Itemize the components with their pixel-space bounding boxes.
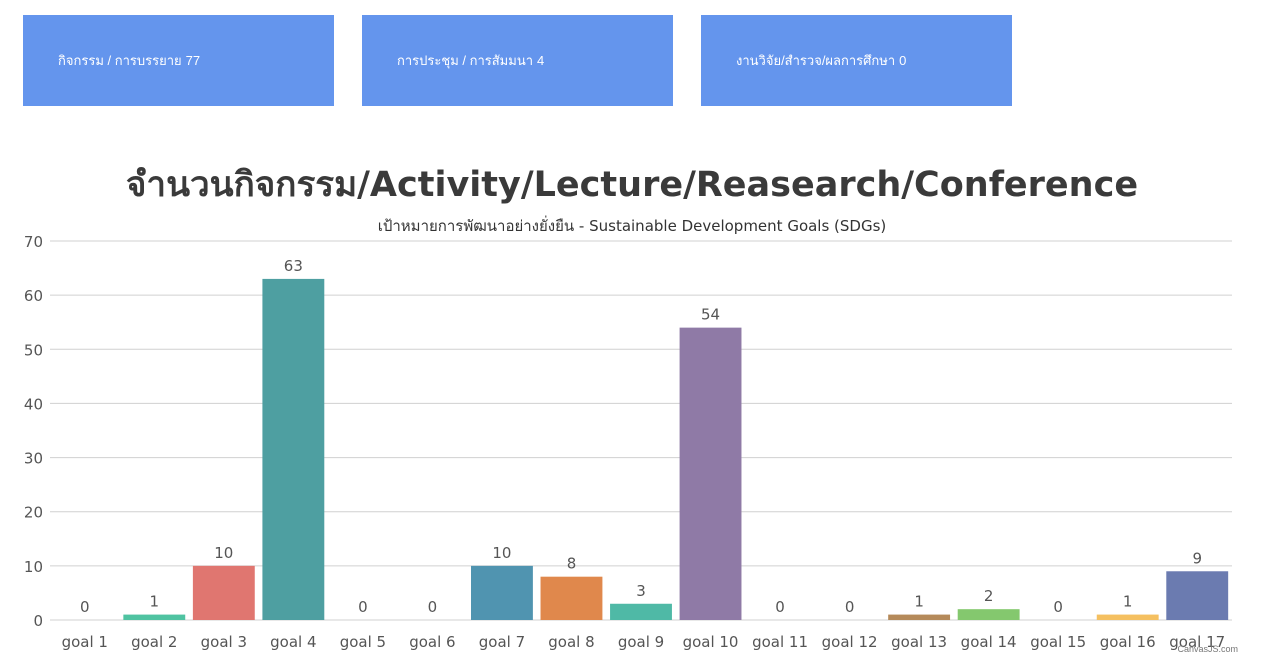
x-tick-label: goal 7 [479,633,525,651]
x-axis-ticks: goal 1 goal 2 goal 3 goal 4 goal 5 goal 6 goal… [62,633,1226,651]
bar-goal-10[interactable] [679,327,742,620]
data-label: 3 [636,582,646,600]
x-tick-label: goal 10 [683,633,739,651]
stat-label-research: งานวิจัย/สำรวจ/ผลการศึกษา [736,53,896,68]
bar-goal-2[interactable] [123,614,186,620]
bar-goal-17[interactable] [1166,571,1229,620]
y-tick-label: 40 [24,395,43,413]
data-label: 1 [914,593,924,611]
stat-card-activity[interactable]: กิจกรรม / การบรรยาย 77 [23,15,334,106]
data-label: 10 [214,544,233,562]
x-tick-label: goal 1 [62,633,108,651]
bar-goal-16[interactable] [1096,614,1159,620]
x-tick-label: goal 13 [891,633,947,651]
data-label: 0 [358,598,368,616]
x-tick-label: goal 6 [409,633,455,651]
stat-count-research: 0 [899,53,907,68]
data-label: 1 [1123,593,1133,611]
stat-label-activity: กิจกรรม / การบรรยาย [58,53,182,68]
stats-row: กิจกรรม / การบรรยาย 77 การประชุม / การสั… [23,15,1012,106]
y-tick-label: 30 [24,450,43,468]
x-tick-label: goal 15 [1030,633,1086,651]
data-label: 2 [984,587,994,605]
watermark: CanvasJS.com [1177,644,1238,654]
chart-subtitle: เป้าหมายการพัฒนาอย่างยั่งยืน - Sustainab… [378,215,887,235]
bar-goal-7[interactable] [471,565,533,620]
stat-card-conference[interactable]: การประชุม / การสัมมนา 4 [362,15,673,106]
data-label: 1 [150,593,160,611]
data-label: 9 [1192,549,1202,567]
stat-label-conference: การประชุม / การสัมมนา [397,53,534,68]
bar-goal-3[interactable] [192,565,255,620]
data-label: 0 [1053,598,1063,616]
y-tick-label: 20 [24,504,43,522]
data-labels: 0 1 10 63 0 0 10 8 3 54 0 0 1 2 0 1 9 [80,257,1202,616]
x-tick-label: goal 12 [822,633,878,651]
x-tick-label: goal 14 [961,633,1017,651]
y-axis-ticks: 0 10 20 30 40 50 60 70 [24,233,43,630]
x-tick-label: goal 5 [340,633,386,651]
x-tick-label: goal 8 [548,633,594,651]
y-tick-label: 10 [24,558,43,576]
data-label: 0 [428,598,438,616]
y-tick-label: 0 [33,612,43,630]
x-tick-label: goal 11 [752,633,808,651]
data-label: 0 [80,598,90,616]
data-label: 63 [284,257,303,275]
y-tick-label: 60 [24,287,43,305]
y-tick-label: 70 [24,233,43,251]
x-tick-label: goal 3 [201,633,247,651]
bar-goal-14[interactable] [957,609,1020,620]
bar-goal-8[interactable] [540,576,603,620]
x-tick-label: goal 17 [1169,633,1225,651]
data-label: 54 [701,306,720,324]
data-label: 8 [567,555,577,573]
x-tick-label: goal 9 [618,633,664,651]
bar-goal-4[interactable] [262,278,325,620]
x-tick-label: goal 4 [270,633,316,651]
sdg-bar-chart: จำนวนกิจกรรม/Activity/Lecture/Reasearch/… [24,165,1232,651]
x-tick-label: goal 2 [131,633,177,651]
chart-title: จำนวนกิจกรรม/Activity/Lecture/Reasearch/… [126,165,1138,205]
data-label: 0 [775,598,785,616]
bar-goal-13[interactable] [888,614,951,620]
grid-lines [50,240,1232,621]
x-tick-label: goal 16 [1100,633,1156,651]
y-tick-label: 50 [24,341,43,359]
data-label: 0 [845,598,855,616]
bar-goal-9[interactable] [610,603,672,620]
stat-card-research[interactable]: งานวิจัย/สำรวจ/ผลการศึกษา 0 [701,15,1012,106]
bars [123,278,1229,620]
stat-count-conference: 4 [537,53,545,68]
stat-count-activity: 77 [185,53,201,68]
data-label: 10 [492,544,511,562]
